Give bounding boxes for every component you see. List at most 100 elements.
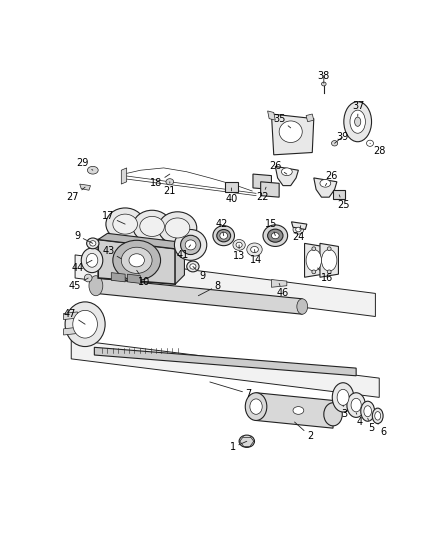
- Text: 4: 4: [356, 413, 363, 427]
- Polygon shape: [333, 190, 346, 199]
- Ellipse shape: [213, 225, 234, 246]
- Polygon shape: [127, 274, 141, 284]
- Ellipse shape: [282, 168, 292, 175]
- Ellipse shape: [372, 408, 383, 424]
- Text: 16: 16: [318, 268, 333, 283]
- Ellipse shape: [220, 232, 228, 239]
- Polygon shape: [291, 222, 307, 230]
- Polygon shape: [276, 166, 298, 185]
- Polygon shape: [96, 278, 302, 314]
- Ellipse shape: [279, 121, 302, 142]
- Text: 37: 37: [352, 101, 365, 116]
- Ellipse shape: [337, 389, 349, 406]
- Polygon shape: [304, 244, 323, 277]
- Ellipse shape: [86, 253, 98, 267]
- Ellipse shape: [367, 140, 374, 147]
- Ellipse shape: [247, 243, 262, 256]
- Ellipse shape: [250, 399, 262, 414]
- Ellipse shape: [73, 310, 97, 338]
- Text: 39: 39: [335, 132, 348, 143]
- Text: 10: 10: [137, 270, 151, 287]
- Text: 46: 46: [277, 284, 289, 298]
- Text: 3: 3: [342, 405, 348, 419]
- Text: 47: 47: [64, 309, 85, 324]
- Ellipse shape: [236, 242, 242, 248]
- Ellipse shape: [296, 227, 301, 232]
- Ellipse shape: [239, 435, 254, 447]
- Ellipse shape: [85, 274, 92, 282]
- Ellipse shape: [113, 214, 138, 234]
- Text: 9: 9: [193, 266, 205, 281]
- Text: 1: 1: [230, 441, 247, 453]
- Polygon shape: [272, 280, 287, 287]
- Ellipse shape: [351, 398, 361, 412]
- Text: 7: 7: [210, 382, 251, 399]
- Ellipse shape: [321, 82, 326, 86]
- Ellipse shape: [174, 230, 207, 260]
- Ellipse shape: [350, 110, 365, 133]
- Text: 27: 27: [67, 187, 85, 202]
- Text: 22: 22: [256, 187, 268, 202]
- Polygon shape: [64, 312, 78, 320]
- Text: 14: 14: [250, 249, 262, 265]
- Polygon shape: [314, 178, 337, 197]
- Ellipse shape: [245, 393, 267, 421]
- Ellipse shape: [187, 261, 199, 272]
- Ellipse shape: [140, 216, 164, 237]
- Text: 5: 5: [367, 418, 374, 433]
- Polygon shape: [80, 184, 91, 190]
- Ellipse shape: [361, 401, 374, 421]
- Polygon shape: [111, 273, 125, 282]
- Text: 45: 45: [69, 278, 88, 290]
- Ellipse shape: [89, 276, 103, 296]
- Polygon shape: [98, 239, 175, 284]
- Text: 43: 43: [102, 246, 121, 259]
- Ellipse shape: [306, 249, 321, 271]
- Polygon shape: [306, 114, 314, 122]
- Text: 26: 26: [269, 161, 287, 174]
- Ellipse shape: [166, 179, 173, 185]
- Polygon shape: [225, 182, 237, 192]
- Text: 44: 44: [71, 260, 92, 273]
- Ellipse shape: [324, 403, 342, 426]
- Ellipse shape: [133, 210, 171, 243]
- Ellipse shape: [129, 254, 145, 267]
- Ellipse shape: [312, 247, 316, 251]
- Text: 26: 26: [325, 171, 338, 185]
- Text: 17: 17: [102, 212, 125, 224]
- Ellipse shape: [165, 218, 190, 238]
- Polygon shape: [121, 168, 127, 184]
- Text: 40: 40: [225, 188, 237, 204]
- Ellipse shape: [327, 270, 331, 274]
- Text: 18: 18: [150, 174, 170, 188]
- Ellipse shape: [233, 239, 245, 251]
- Text: 25: 25: [337, 195, 349, 210]
- Text: 9: 9: [74, 231, 93, 244]
- Ellipse shape: [347, 393, 365, 417]
- Polygon shape: [253, 174, 272, 189]
- Ellipse shape: [312, 270, 316, 274]
- Polygon shape: [64, 327, 78, 335]
- Ellipse shape: [364, 406, 371, 417]
- Ellipse shape: [375, 411, 381, 420]
- Polygon shape: [75, 255, 375, 317]
- Ellipse shape: [185, 240, 196, 250]
- Text: 8: 8: [198, 281, 221, 296]
- Polygon shape: [94, 348, 356, 376]
- Text: 41: 41: [177, 245, 191, 260]
- Polygon shape: [175, 243, 184, 284]
- Text: 24: 24: [292, 225, 304, 242]
- Ellipse shape: [320, 180, 331, 187]
- Polygon shape: [320, 244, 339, 277]
- Ellipse shape: [263, 225, 288, 246]
- Ellipse shape: [158, 212, 197, 244]
- Ellipse shape: [88, 166, 98, 174]
- Polygon shape: [261, 182, 279, 197]
- Ellipse shape: [113, 240, 161, 280]
- Ellipse shape: [293, 407, 304, 414]
- Polygon shape: [272, 114, 314, 155]
- Polygon shape: [98, 233, 184, 249]
- Polygon shape: [268, 111, 276, 120]
- Ellipse shape: [217, 230, 231, 242]
- Ellipse shape: [87, 238, 99, 249]
